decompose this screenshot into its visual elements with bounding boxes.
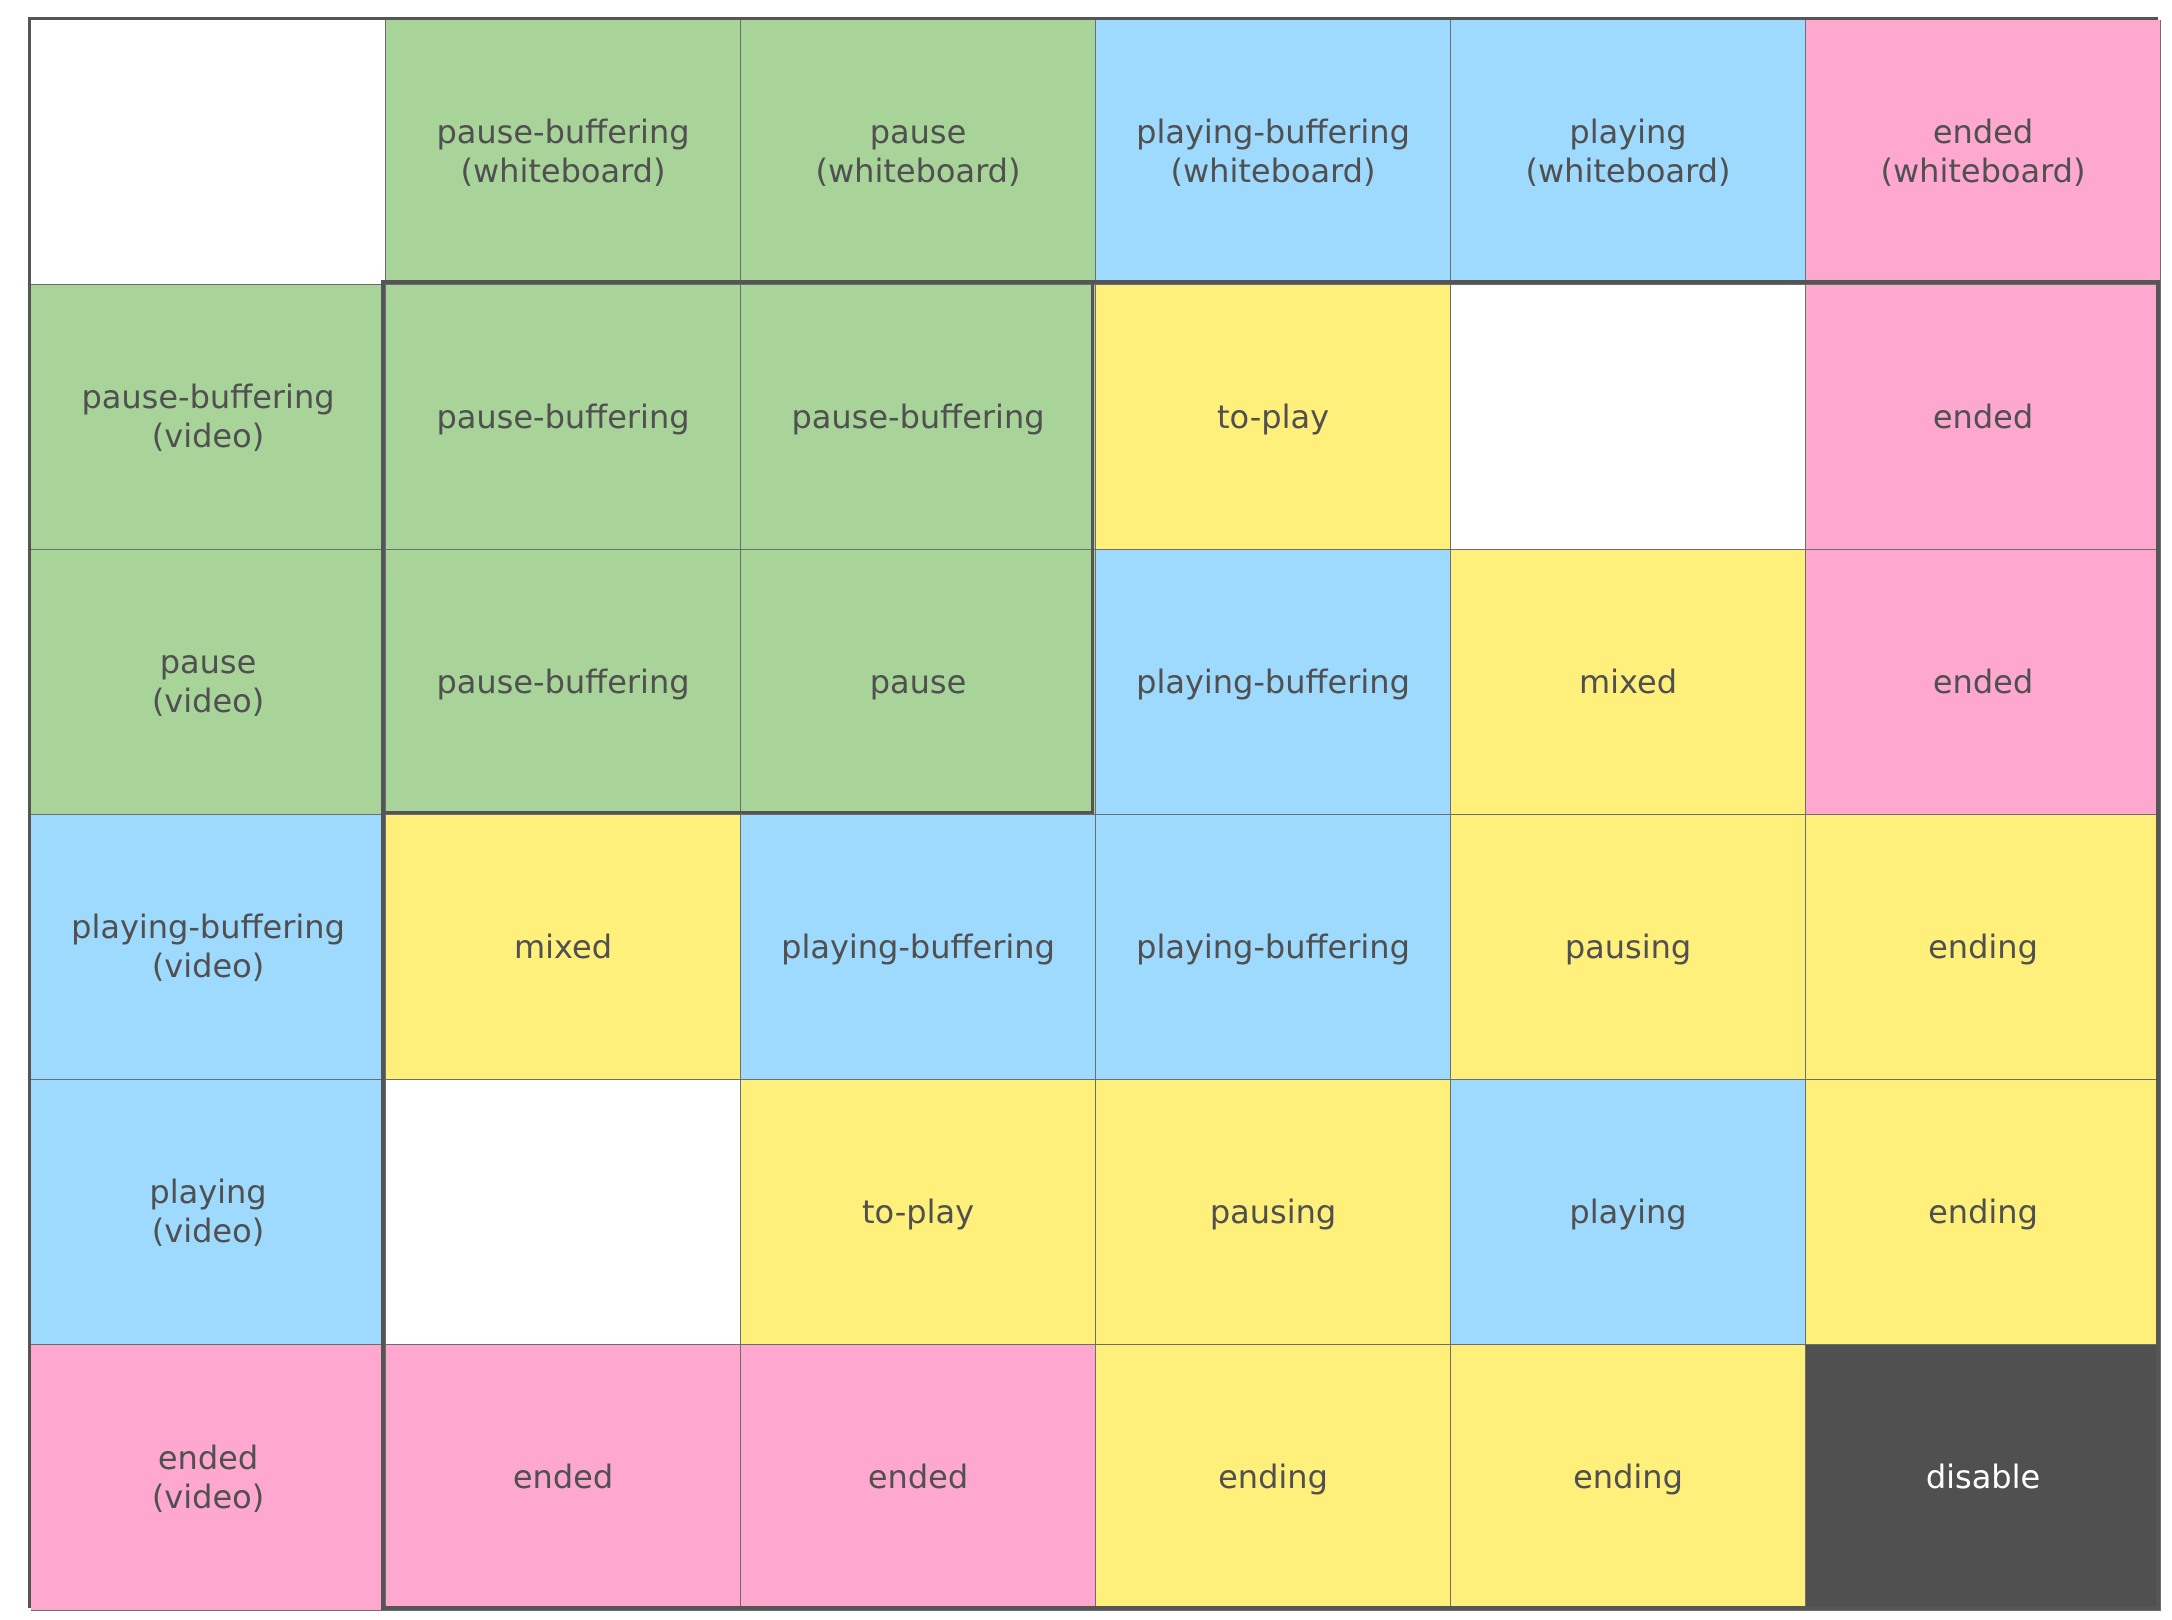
matrix-cell: pause xyxy=(741,550,1096,815)
matrix-cell: mixed xyxy=(386,815,741,1080)
column-header-playing: playing (whiteboard) xyxy=(1451,20,1806,285)
row-header-ended: ended (video) xyxy=(31,1345,386,1611)
matrix-cell: to-play xyxy=(1096,285,1451,550)
matrix-cell: ended xyxy=(1806,550,2161,815)
matrix-cell: pausing xyxy=(1096,1080,1451,1345)
row-header-pause: pause (video) xyxy=(31,550,386,815)
row-header-playing: playing (video) xyxy=(31,1080,386,1345)
matrix-cell: pause-buffering xyxy=(741,285,1096,550)
matrix-cell: playing xyxy=(1451,1080,1806,1345)
state-matrix: pause-buffering (whiteboard) pause (whit… xyxy=(28,17,2161,1611)
matrix-cell: ending xyxy=(1096,1345,1451,1611)
column-header-playing-buffering: playing-buffering (whiteboard) xyxy=(1096,20,1451,285)
matrix-cell: ending xyxy=(1806,815,2161,1080)
matrix-cell: mixed xyxy=(1451,550,1806,815)
matrix-cell: pause-buffering xyxy=(386,285,741,550)
matrix-cell: pause-buffering xyxy=(386,550,741,815)
matrix-cell: ended xyxy=(741,1345,1096,1611)
matrix-cell: to-play xyxy=(741,1080,1096,1345)
matrix-cell: ended xyxy=(1806,285,2161,550)
matrix-cell: playing-buffering xyxy=(1096,815,1451,1080)
matrix-cell: ending xyxy=(1451,1345,1806,1611)
column-header-pause-buffering: pause-buffering (whiteboard) xyxy=(386,20,741,285)
matrix-cell: pausing xyxy=(1451,815,1806,1080)
column-header-ended: ended (whiteboard) xyxy=(1806,20,2161,285)
matrix-cell xyxy=(1451,285,1806,550)
matrix-cell xyxy=(386,1080,741,1345)
row-header-playing-buffering: playing-buffering (video) xyxy=(31,815,386,1080)
disable-cell: disable xyxy=(1806,1345,2161,1611)
matrix-cell: ending xyxy=(1806,1080,2161,1345)
row-header-pause-buffering: pause-buffering (video) xyxy=(31,285,386,550)
column-header-pause: pause (whiteboard) xyxy=(741,20,1096,285)
corner-cell xyxy=(31,20,386,285)
matrix-cell: ended xyxy=(386,1345,741,1611)
matrix-cell: playing-buffering xyxy=(741,815,1096,1080)
matrix-cell: playing-buffering xyxy=(1096,550,1451,815)
